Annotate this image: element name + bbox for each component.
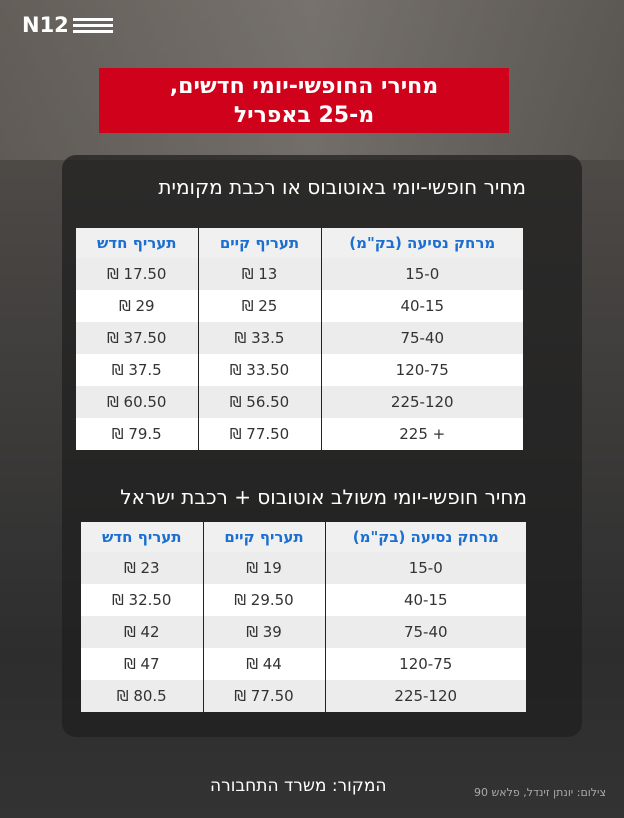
table-row: 75-40 33.5 ₪ 37.50 ₪ [76, 322, 523, 354]
table-cell: 39 ₪ [203, 616, 326, 648]
column-header: תעריף קיים [198, 228, 322, 258]
table-cell: 15-0 [325, 552, 526, 584]
table-cell: 225-120 [325, 680, 526, 712]
table-combined-fares: מרחק נסיעה (בק"מ) תעריף קיים תעריף חדש 15-0… [81, 522, 526, 712]
column-header: תעריף קיים [203, 522, 326, 552]
table-cell: 44 ₪ [203, 648, 326, 680]
title-line-1: מחירי החופשי-יומי חדשים, [169, 74, 439, 99]
table-cell: 17.50 ₪ [76, 258, 199, 290]
table-row: 225-120 77.50 ₪ 80.5 ₪ [81, 680, 526, 712]
table-cell: 77.50 ₪ [198, 418, 322, 450]
table-cell: 80.5 ₪ [81, 680, 204, 712]
table-cell: 13 ₪ [198, 258, 322, 290]
title-line-2: מ-25 באפריל [233, 103, 375, 128]
header-row: מרחק נסיעה (בק"מ) תעריף קיים תעריף חדש [76, 228, 523, 258]
table-cell: 33.50 ₪ [198, 354, 322, 386]
table-cell: 60.50 ₪ [76, 386, 199, 418]
table-local-fares: מרחק נסיעה (בק"מ) תעריף קיים תעריף חדש 15-0… [76, 228, 523, 450]
table-cell: + 225 [321, 418, 523, 450]
header-row: מרחק נסיעה (בק"מ) תעריף קיים תעריף חדש [81, 522, 526, 552]
table-cell: 23 ₪ [81, 552, 204, 584]
table-cell: 15-0 [321, 258, 523, 290]
table-cell: 40-15 [321, 290, 523, 322]
column-header: תעריף חדש [76, 228, 199, 258]
table-cell: 29.50 ₪ [203, 584, 326, 616]
column-header: מרחק נסיעה (בק"מ) [321, 228, 523, 258]
table-row: 120-75 33.50 ₪ 37.5 ₪ [76, 354, 523, 386]
source-text: המקור: משרד התחבורה [210, 776, 387, 796]
table-cell: 32.50 ₪ [81, 584, 204, 616]
table-row: 225-120 56.50 ₪ 60.50 ₪ [76, 386, 523, 418]
page-title: מחירי החופשי-יומי חדשים, מ-25 באפריל [99, 68, 509, 133]
table-cell: 33.5 ₪ [198, 322, 322, 354]
table-cell: 40-15 [325, 584, 526, 616]
photo-credit: צילום: יונתן זינדל, פלאש 90 [474, 786, 607, 799]
table-row: 40-15 29.50 ₪ 32.50 ₪ [81, 584, 526, 616]
table-cell: 75-40 [325, 616, 526, 648]
table-row: 75-40 39 ₪ 42 ₪ [81, 616, 526, 648]
column-header: תעריף חדש [81, 522, 204, 552]
table-cell: 225-120 [321, 386, 523, 418]
table2-heading: מחיר חופשי-יומי משולב אוטובוס + רכבת ישר… [120, 485, 527, 509]
table-cell: 19 ₪ [203, 552, 326, 584]
table-cell: 120-75 [325, 648, 526, 680]
table-cell: 25 ₪ [198, 290, 322, 322]
table-cell: 120-75 [321, 354, 523, 386]
table-cell: 77.50 ₪ [203, 680, 326, 712]
table-cell: 56.50 ₪ [198, 386, 322, 418]
table-row: 15-0 13 ₪ 17.50 ₪ [76, 258, 523, 290]
n12-logo: N12 [22, 13, 113, 37]
table-cell: 37.5 ₪ [76, 354, 199, 386]
table-row: 120-75 44 ₪ 47 ₪ [81, 648, 526, 680]
table1-heading: מחיר חופשי-יומי באוטובוס או רכבת מקומית [158, 175, 526, 199]
table-row: 15-0 19 ₪ 23 ₪ [81, 552, 526, 584]
table-cell: 42 ₪ [81, 616, 204, 648]
table-cell: 47 ₪ [81, 648, 204, 680]
table-cell: 75-40 [321, 322, 523, 354]
table-cell: 29 ₪ [76, 290, 199, 322]
table-cell: 37.50 ₪ [76, 322, 199, 354]
table-cell: 79.5 ₪ [76, 418, 199, 450]
column-header: מרחק נסיעה (בק"מ) [325, 522, 526, 552]
table-row: 40-15 25 ₪ 29 ₪ [76, 290, 523, 322]
table-row: + 225 77.50 ₪ 79.5 ₪ [76, 418, 523, 450]
